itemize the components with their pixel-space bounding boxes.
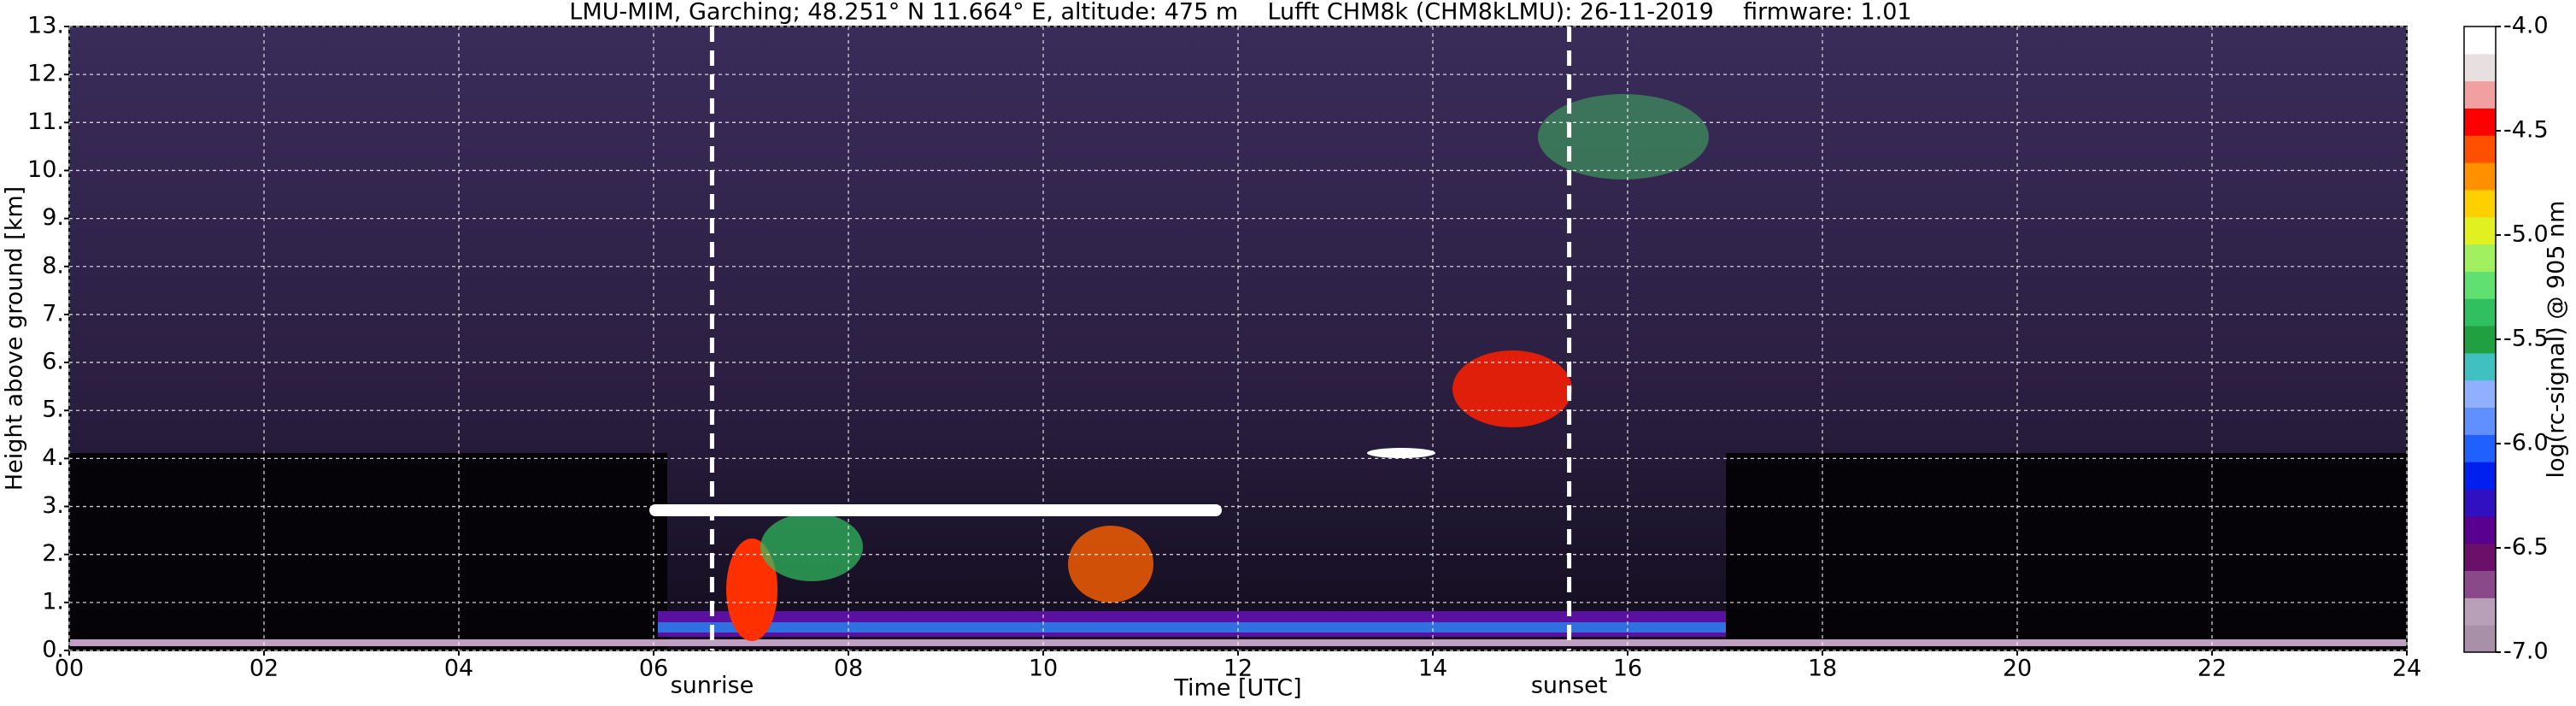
y-tick-label: 0.	[42, 637, 64, 663]
x-tick-label: 06	[639, 656, 668, 682]
colorbar-tick-label: -6.5	[2503, 534, 2549, 561]
colorbar-swatch	[2464, 53, 2496, 82]
y-tick-label: 8.	[42, 252, 64, 279]
x-tick-label: 16	[1613, 656, 1642, 682]
y-tick-label: 5.	[42, 397, 64, 423]
colorbar-swatch	[2464, 298, 2496, 327]
colorbar-swatch	[2464, 326, 2496, 354]
x-tick-label: 24	[2392, 656, 2421, 682]
cloud-feature	[1452, 350, 1572, 427]
annotation-label: sunrise	[671, 673, 754, 699]
colorbar-swatch	[2464, 135, 2496, 163]
x-axis-label: Time [UTC]	[1173, 675, 1301, 702]
y-tick-label: 3.	[42, 492, 64, 519]
cloud-feature	[1538, 94, 1709, 179]
colorbar-swatch	[2464, 625, 2496, 653]
y-tick-label: 1.	[42, 588, 64, 615]
colorbar-swatch	[2464, 189, 2496, 218]
y-tick-label: 2.	[42, 540, 64, 567]
cloud-layer	[1367, 448, 1435, 458]
cloud-layer	[649, 504, 1222, 516]
x-tick-label: 04	[444, 656, 473, 682]
y-tick-label: 10.	[27, 156, 64, 183]
colorbar-swatch	[2464, 352, 2496, 381]
y-tick-label: 4.	[42, 444, 64, 471]
x-tick-label: 00	[55, 656, 84, 682]
colorbar-swatch	[2464, 489, 2496, 517]
colorbar-tick-label: -4.0	[2503, 13, 2549, 39]
x-tick-label: 20	[2003, 656, 2032, 682]
plot-area	[69, 26, 2407, 650]
y-axis-label: Height above ground [km]	[2, 186, 28, 491]
colorbar-swatch	[2464, 407, 2496, 435]
colorbar-label: log(rc-signal) @ 905 nm	[2544, 201, 2570, 479]
colorbar-swatch	[2464, 244, 2496, 272]
y-tick-label: 11.	[27, 109, 64, 135]
night-region	[1726, 453, 2407, 650]
colorbar-swatch	[2464, 379, 2496, 409]
colorbar-swatch	[2464, 216, 2496, 245]
cloud-feature	[1068, 526, 1153, 603]
colorbar-swatch	[2464, 80, 2496, 109]
colorbar-swatch	[2464, 515, 2496, 544]
x-tick-label: 08	[834, 656, 863, 682]
y-tick-label: 6.	[42, 349, 64, 375]
cloud-feature	[726, 538, 777, 641]
x-tick-label: 14	[1418, 656, 1447, 682]
x-tick-label: 10	[1029, 656, 1058, 682]
colorbar-swatch	[2464, 108, 2496, 136]
annotation-label: sunset	[1531, 673, 1608, 699]
colorbar-tick-label: -4.5	[2503, 117, 2549, 144]
y-tick-label: 7.	[42, 300, 64, 327]
x-tick-label: 22	[2198, 656, 2227, 682]
colorbar-swatch	[2464, 543, 2496, 572]
colorbar-tick-label: -5.5	[2503, 326, 2549, 352]
chart-title: LMU-MIM, Garching; 48.251° N 11.664° E, …	[569, 0, 1911, 26]
colorbar-swatch	[2464, 597, 2496, 626]
colorbar-tick-label: -7.0	[2503, 638, 2549, 665]
x-tick-label: 02	[249, 656, 279, 682]
cloud-feature	[760, 513, 863, 581]
colorbar-swatch	[2464, 26, 2496, 55]
colorbar-swatch	[2464, 434, 2496, 462]
y-tick-label: 13.	[27, 13, 64, 39]
colorbar-tick-label: -5.0	[2503, 221, 2549, 248]
x-tick-label: 18	[1808, 656, 1837, 682]
colorbar-swatch	[2464, 462, 2496, 490]
colorbar-tick-label: -6.0	[2503, 430, 2549, 456]
y-tick-label: 9.	[42, 204, 64, 231]
colorbar-swatch	[2464, 271, 2496, 299]
x-tick-label: 12	[1223, 656, 1253, 682]
colorbar-swatch	[2464, 162, 2496, 191]
boundary-layer	[658, 622, 1726, 632]
night-region	[69, 453, 667, 650]
colorbar-swatch	[2464, 570, 2496, 598]
y-tick-label: 12.	[27, 61, 64, 87]
